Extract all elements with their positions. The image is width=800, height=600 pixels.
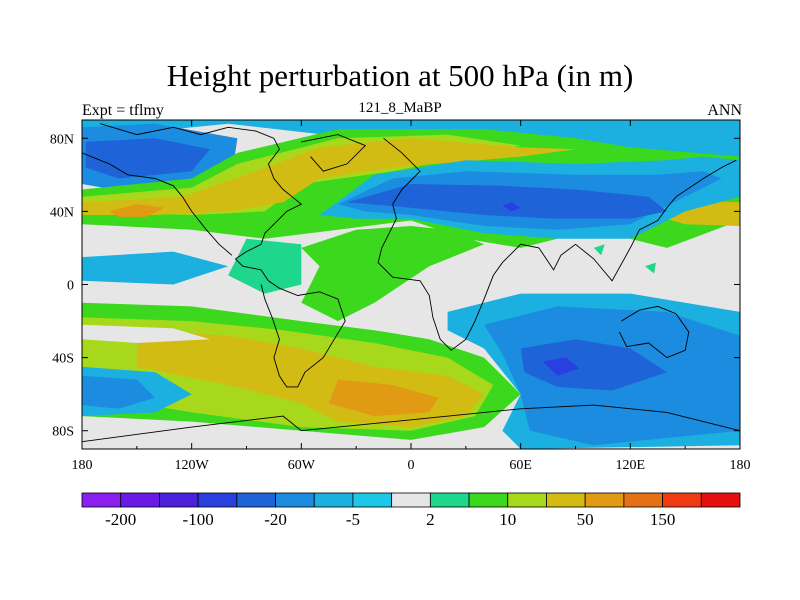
contour-s-indian-blue-core bbox=[520, 339, 667, 391]
colorbar-box bbox=[584, 492, 625, 508]
colorbar-label: 50 bbox=[577, 510, 594, 529]
colorbar-box bbox=[236, 492, 276, 508]
contour-tropical-pacific-cyan bbox=[82, 251, 229, 285]
contour-asia-lakes-white bbox=[548, 262, 613, 281]
coastline-5 bbox=[301, 134, 367, 172]
x-tick-label: 180 bbox=[730, 458, 751, 473]
colorbar-box bbox=[623, 492, 663, 508]
colorbar: -200 -100 -20 -5 2 10 50 150 bbox=[81, 492, 741, 529]
chart-title: Height perturbation at 500 hPa (in m) bbox=[166, 58, 634, 93]
experiment-label: Expt = tflmy bbox=[82, 102, 164, 119]
contour-eurasia-dark-spot bbox=[502, 202, 521, 212]
colorbar-box bbox=[700, 492, 741, 508]
y-tick-label: 80S bbox=[52, 425, 74, 440]
colorbar-box bbox=[546, 492, 586, 508]
contour-s-atlantic-orange bbox=[328, 379, 439, 417]
colorbar-box bbox=[81, 492, 122, 508]
x-tick-label: 180 bbox=[72, 458, 93, 473]
colorbar-box bbox=[391, 492, 431, 508]
coastlines bbox=[82, 123, 740, 443]
colorbar-label: 2 bbox=[426, 510, 435, 529]
x-tick-label: 120E bbox=[616, 458, 646, 473]
height-field bbox=[82, 120, 740, 449]
coastline-1 bbox=[82, 152, 233, 256]
colorbar-box bbox=[468, 492, 509, 508]
contour-s-indian-dark bbox=[542, 357, 580, 376]
colorbar-box bbox=[352, 492, 393, 508]
contour-teal-spot-1 bbox=[593, 244, 605, 256]
y-tick-label: 0 bbox=[67, 279, 74, 294]
colorbar-label: -5 bbox=[346, 510, 360, 529]
contour-s-pacific-white-band bbox=[82, 324, 210, 343]
x-axis: 180 120W 60W 0 60E 120E 180 bbox=[72, 120, 751, 473]
x-tick-label: 60W bbox=[288, 458, 316, 473]
case-label: 121_8_MaBP bbox=[358, 100, 442, 116]
contour-north-polar-cyan bbox=[82, 120, 740, 184]
coastline-4 bbox=[82, 404, 740, 443]
colorbar-box bbox=[429, 492, 470, 508]
y-tick-label: 40S bbox=[52, 352, 74, 367]
x-tick-label: 120W bbox=[175, 458, 210, 473]
colorbar-box bbox=[313, 492, 354, 508]
colorbar-box bbox=[507, 492, 547, 508]
colorbar-box bbox=[120, 492, 160, 508]
colorbar-label: -100 bbox=[183, 510, 214, 529]
x-tick-label: 0 bbox=[408, 458, 415, 473]
contour-s-pacific-blue bbox=[82, 375, 156, 409]
colorbar-label: 150 bbox=[650, 510, 676, 529]
coastline-0 bbox=[100, 123, 346, 388]
contour-eurasia-blue-core bbox=[347, 184, 667, 219]
contour-teal-spot-2 bbox=[645, 262, 656, 274]
contour-tropical-green-africa bbox=[301, 226, 485, 322]
x-tick-label: 60E bbox=[509, 458, 532, 473]
season-label: ANN bbox=[707, 102, 742, 119]
coastline-2 bbox=[377, 137, 737, 351]
coastline-3 bbox=[618, 305, 690, 359]
colorbar-label: -20 bbox=[264, 510, 287, 529]
colorbar-box bbox=[662, 492, 702, 508]
contour-tropical-teal bbox=[228, 238, 302, 294]
colorbar-label: 10 bbox=[499, 510, 516, 529]
y-tick-label: 80N bbox=[50, 132, 74, 147]
contour-n-atlantic-olive bbox=[82, 138, 576, 215]
y-tick-label: 40N bbox=[50, 205, 74, 220]
contour-n-pacific-orange bbox=[109, 204, 165, 217]
colorbar-box bbox=[275, 492, 315, 508]
colorbar-box bbox=[197, 492, 238, 508]
colorbar-box bbox=[159, 492, 199, 508]
y-axis: 80N 40N 0 40S 80S bbox=[50, 132, 740, 440]
colorbar-label: -200 bbox=[105, 510, 136, 529]
